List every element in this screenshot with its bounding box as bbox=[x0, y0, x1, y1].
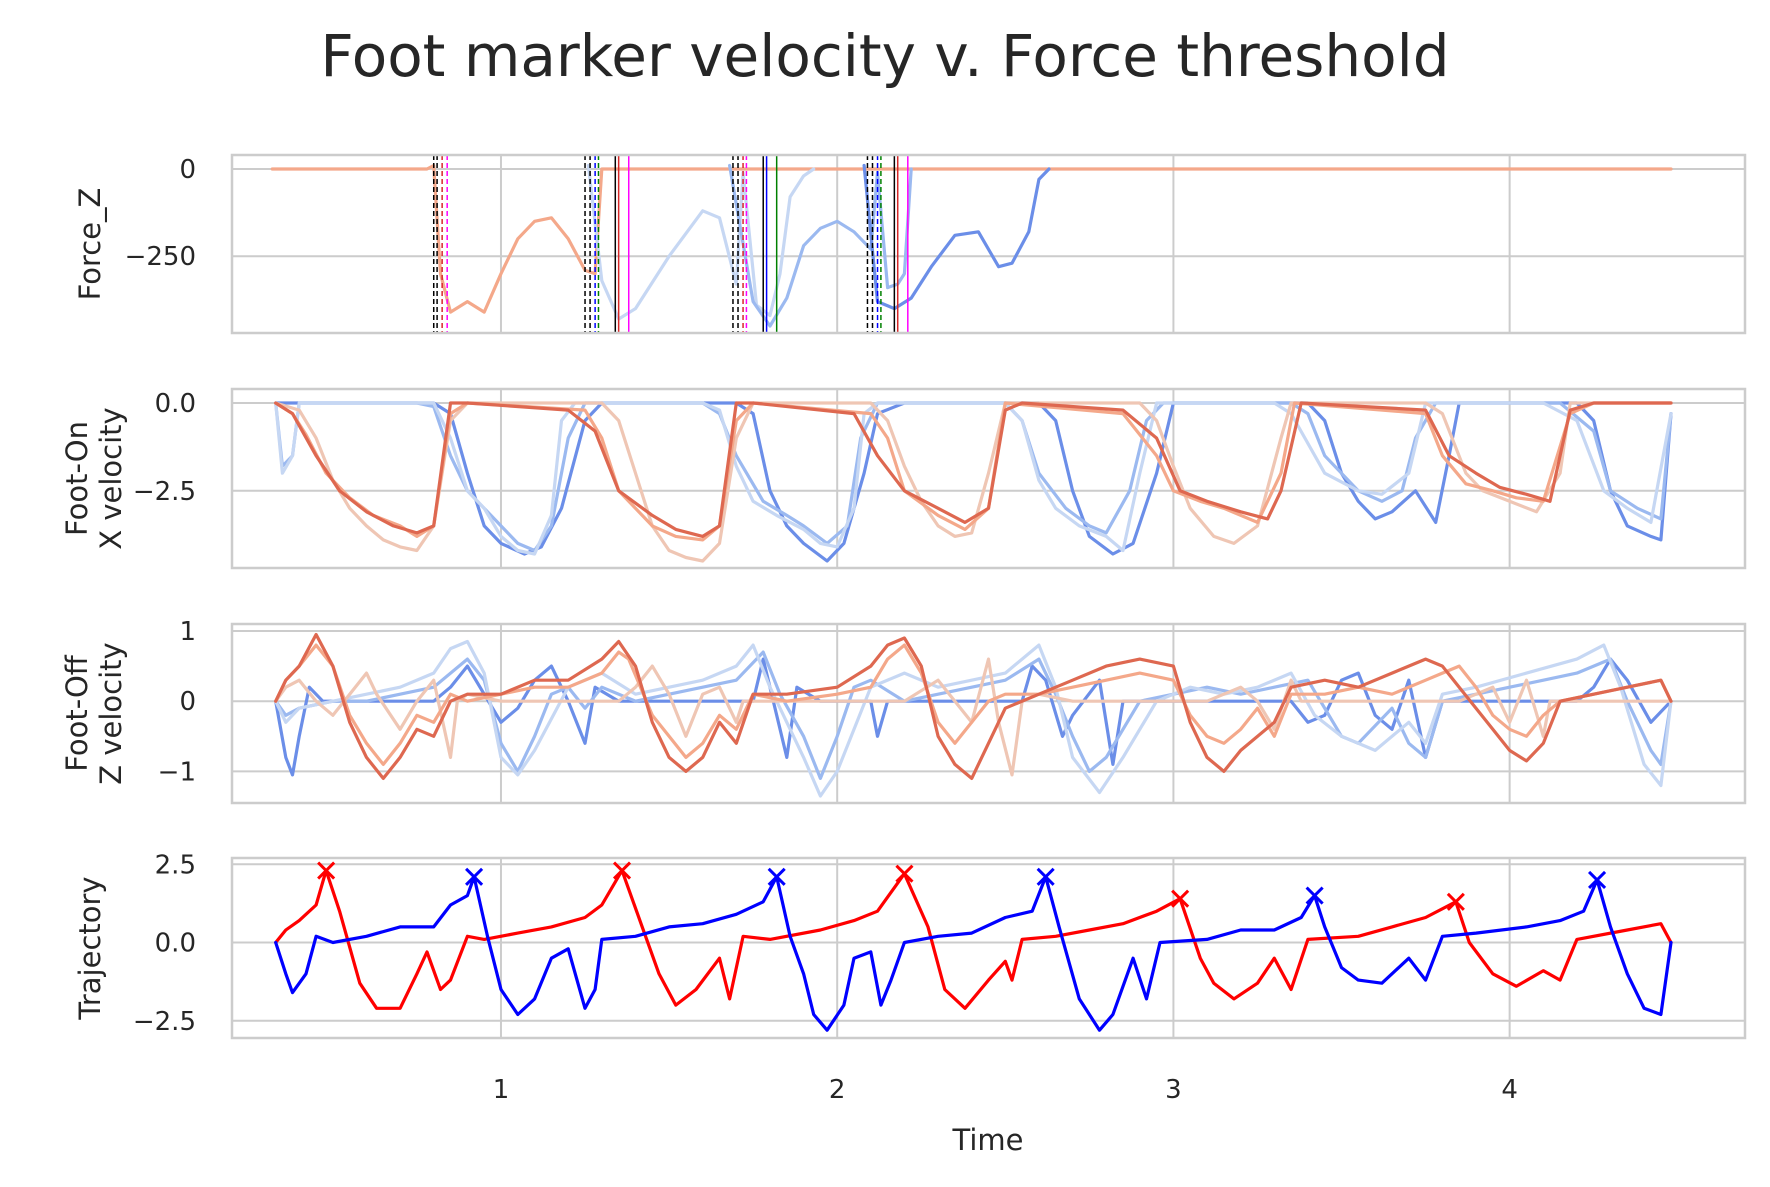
x-tick-label: 2 bbox=[829, 1075, 846, 1105]
series-line bbox=[274, 632, 1673, 780]
peak-marker bbox=[612, 861, 632, 880]
series-line bbox=[274, 401, 1673, 542]
y-axis-label: Z velocity bbox=[94, 642, 128, 784]
series-line bbox=[274, 401, 1673, 538]
series-line bbox=[274, 650, 1673, 780]
y-tick-label: 2.5 bbox=[155, 850, 196, 880]
series-line bbox=[274, 657, 1673, 777]
peak-marker bbox=[767, 867, 786, 886]
plot-area bbox=[274, 632, 1673, 798]
series-line bbox=[274, 868, 1673, 1010]
y-axis-label: Foot-Off bbox=[60, 654, 94, 772]
peak-marker bbox=[317, 861, 336, 880]
series-line bbox=[274, 643, 1673, 766]
y-axis-label: Force_Z bbox=[73, 188, 107, 301]
y-tick-label: −250 bbox=[125, 242, 196, 272]
series-line bbox=[274, 639, 1673, 798]
x-tick-labels: 1 2 3 4 bbox=[493, 1075, 1518, 1105]
peak-marker bbox=[1588, 870, 1607, 889]
peak-marker bbox=[895, 864, 914, 883]
x-tick-label: 3 bbox=[1165, 1075, 1182, 1105]
plot-area bbox=[274, 401, 1673, 563]
panel-1: 0 −250 Force_Z bbox=[73, 153, 1747, 335]
peak-marker bbox=[1171, 889, 1190, 908]
y-tick-label: 0 bbox=[179, 155, 196, 185]
axes-frame bbox=[230, 153, 1747, 335]
series-line bbox=[274, 875, 1673, 1032]
peak-marker bbox=[1036, 867, 1055, 886]
panel-4: 2.5 0.0 −2.5 Trajectory bbox=[73, 850, 1747, 1040]
x-tick-label: 4 bbox=[1501, 1075, 1518, 1105]
axes-frame bbox=[230, 387, 1747, 570]
plot-area bbox=[274, 861, 1673, 1032]
plot-area bbox=[270, 155, 1673, 333]
peak-marker bbox=[1305, 886, 1324, 905]
peak-marker bbox=[1446, 892, 1465, 911]
series-line bbox=[862, 163, 1051, 311]
series-line bbox=[728, 163, 913, 328]
peak-marker bbox=[465, 867, 484, 886]
y-tick-label: −2.5 bbox=[133, 477, 196, 507]
series-line bbox=[586, 163, 816, 321]
y-tick-label: 0.0 bbox=[155, 929, 196, 959]
series-line bbox=[274, 401, 1673, 553]
axes-frame bbox=[230, 856, 1747, 1040]
axes-frame bbox=[230, 622, 1747, 805]
x-tick-label: 1 bbox=[493, 1075, 510, 1105]
series-line bbox=[274, 401, 1673, 563]
y-tick-label: −1 bbox=[158, 757, 196, 787]
panel-3: 1 0 −1 Foot-Off Z velocity bbox=[60, 617, 1747, 805]
series-line bbox=[274, 401, 1673, 563]
y-axis-label: Trajectory bbox=[73, 876, 107, 1020]
chart-title: Foot marker velocity v. Force threshold bbox=[320, 22, 1450, 90]
y-tick-label: 0.0 bbox=[155, 389, 196, 419]
y-tick-label: 1 bbox=[179, 617, 196, 647]
series-line bbox=[274, 401, 1673, 556]
x-axis-label: Time bbox=[952, 1123, 1024, 1157]
y-axis-label: Foot-On bbox=[60, 421, 94, 536]
y-tick-label: −2.5 bbox=[133, 1007, 196, 1037]
series-line bbox=[270, 163, 1673, 314]
y-tick-label: 0 bbox=[179, 687, 196, 717]
panel-2: 0.0 −2.5 Foot-On X velocity bbox=[60, 387, 1747, 570]
y-axis-label: X velocity bbox=[94, 407, 128, 549]
